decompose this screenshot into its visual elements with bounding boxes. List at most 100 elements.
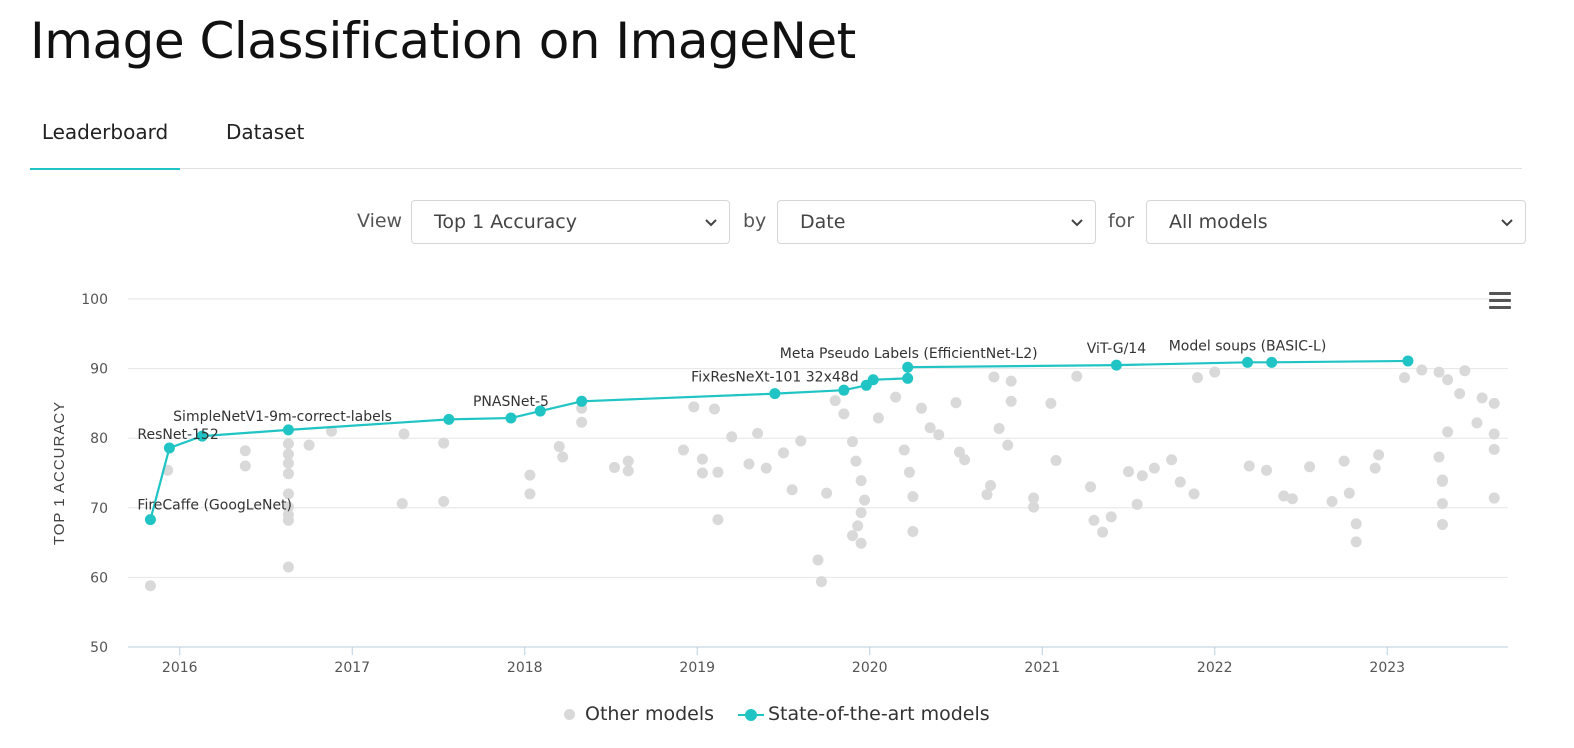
- sota-model-point[interactable]: [867, 374, 879, 386]
- other-model-point[interactable]: [821, 487, 833, 499]
- other-model-point[interactable]: [786, 484, 798, 496]
- other-model-point[interactable]: [924, 422, 936, 434]
- other-model-point[interactable]: [1192, 372, 1203, 384]
- other-model-point[interactable]: [696, 467, 708, 479]
- other-model-point[interactable]: [743, 458, 755, 470]
- other-model-point[interactable]: [859, 494, 871, 506]
- other-model-point[interactable]: [985, 480, 996, 492]
- sota-model-point[interactable]: [769, 388, 781, 400]
- other-model-point[interactable]: [239, 460, 251, 472]
- other-model-point[interactable]: [1188, 488, 1200, 500]
- other-model-point[interactable]: [557, 451, 569, 463]
- other-model-point[interactable]: [1326, 496, 1338, 508]
- sota-model-point[interactable]: [576, 395, 588, 407]
- other-model-point[interactable]: [576, 416, 588, 428]
- other-model-point[interactable]: [1105, 511, 1117, 523]
- other-model-point[interactable]: [1488, 443, 1500, 455]
- other-model-point[interactable]: [524, 469, 536, 481]
- other-model-point[interactable]: [622, 455, 634, 467]
- other-model-point[interactable]: [282, 448, 294, 460]
- other-model-point[interactable]: [1343, 487, 1355, 499]
- other-model-point[interactable]: [1002, 439, 1014, 451]
- other-model-point[interactable]: [1442, 426, 1454, 438]
- sota-model-point[interactable]: [196, 430, 208, 442]
- other-model-point[interactable]: [760, 462, 772, 474]
- sota-model-point[interactable]: [838, 384, 850, 396]
- other-model-point[interactable]: [838, 408, 850, 420]
- tab-dataset[interactable]: Dataset: [226, 120, 305, 144]
- other-model-point[interactable]: [1488, 492, 1500, 504]
- other-model-point[interactable]: [1373, 449, 1385, 461]
- other-model-point[interactable]: [696, 453, 708, 465]
- other-model-point[interactable]: [847, 530, 858, 542]
- other-model-point[interactable]: [1028, 492, 1040, 504]
- other-model-point[interactable]: [1436, 498, 1448, 510]
- other-model-point[interactable]: [1471, 417, 1483, 429]
- other-model-point[interactable]: [1174, 476, 1186, 488]
- model-filter-select[interactable]: All models: [1146, 200, 1526, 244]
- other-model-point[interactable]: [438, 496, 450, 508]
- other-model-point[interactable]: [712, 514, 724, 526]
- other-model-point[interactable]: [1209, 366, 1221, 378]
- other-model-point[interactable]: [872, 412, 884, 424]
- other-model-point[interactable]: [950, 397, 962, 409]
- other-model-point[interactable]: [1050, 454, 1062, 466]
- other-model-point[interactable]: [829, 395, 841, 407]
- other-model-point[interactable]: [677, 444, 689, 456]
- other-model-point[interactable]: [1286, 493, 1298, 505]
- other-model-point[interactable]: [1350, 536, 1362, 548]
- other-model-point[interactable]: [1304, 461, 1316, 473]
- other-model-point[interactable]: [907, 525, 919, 537]
- other-model-point[interactable]: [1243, 460, 1255, 472]
- other-model-point[interactable]: [933, 429, 945, 441]
- other-model-point[interactable]: [709, 403, 720, 415]
- other-model-point[interactable]: [855, 475, 867, 487]
- other-model-point[interactable]: [959, 454, 971, 466]
- other-model-point[interactable]: [1433, 451, 1445, 463]
- other-model-point[interactable]: [812, 554, 824, 566]
- sota-model-point[interactable]: [282, 424, 294, 436]
- sota-model-point[interactable]: [1110, 359, 1122, 371]
- other-model-point[interactable]: [524, 488, 536, 500]
- other-model-point[interactable]: [282, 501, 294, 513]
- other-model-point[interactable]: [847, 436, 858, 448]
- other-model-point[interactable]: [778, 447, 789, 459]
- other-model-point[interactable]: [1476, 392, 1488, 404]
- other-model-point[interactable]: [1442, 374, 1454, 386]
- x-axis-select[interactable]: Date: [777, 200, 1096, 244]
- other-model-point[interactable]: [1005, 395, 1017, 407]
- other-model-point[interactable]: [981, 489, 993, 501]
- other-model-point[interactable]: [855, 537, 867, 549]
- other-model-point[interactable]: [1459, 365, 1471, 377]
- other-model-point[interactable]: [1488, 428, 1500, 440]
- other-model-point[interactable]: [239, 445, 251, 457]
- other-model-point[interactable]: [712, 466, 724, 478]
- sota-model-point[interactable]: [163, 442, 175, 454]
- other-model-point[interactable]: [282, 514, 294, 526]
- other-model-point[interactable]: [438, 437, 450, 449]
- other-model-point[interactable]: [1416, 364, 1428, 376]
- other-model-point[interactable]: [1338, 455, 1350, 467]
- legend-item-other-models[interactable]: Other models: [564, 700, 714, 728]
- sota-model-point[interactable]: [902, 361, 914, 373]
- hamburger-menu-icon[interactable]: [1489, 292, 1511, 310]
- other-model-point[interactable]: [903, 466, 915, 478]
- other-model-point[interactable]: [1045, 397, 1057, 409]
- other-model-point[interactable]: [1278, 490, 1290, 502]
- other-model-point[interactable]: [1433, 366, 1445, 378]
- other-model-point[interactable]: [1148, 462, 1160, 474]
- sota-model-point[interactable]: [534, 405, 546, 417]
- other-model-point[interactable]: [852, 520, 864, 532]
- other-model-point[interactable]: [855, 507, 867, 519]
- other-model-point[interactable]: [282, 488, 294, 500]
- other-model-point[interactable]: [726, 431, 738, 443]
- sota-model-point[interactable]: [1402, 355, 1414, 367]
- other-model-point[interactable]: [850, 455, 862, 467]
- other-model-point[interactable]: [1350, 518, 1362, 530]
- other-model-point[interactable]: [1261, 464, 1272, 476]
- other-model-point[interactable]: [608, 461, 620, 473]
- other-model-point[interactable]: [622, 465, 634, 477]
- other-model-point[interactable]: [898, 444, 910, 456]
- other-model-point[interactable]: [988, 371, 1000, 383]
- other-model-point[interactable]: [282, 561, 294, 573]
